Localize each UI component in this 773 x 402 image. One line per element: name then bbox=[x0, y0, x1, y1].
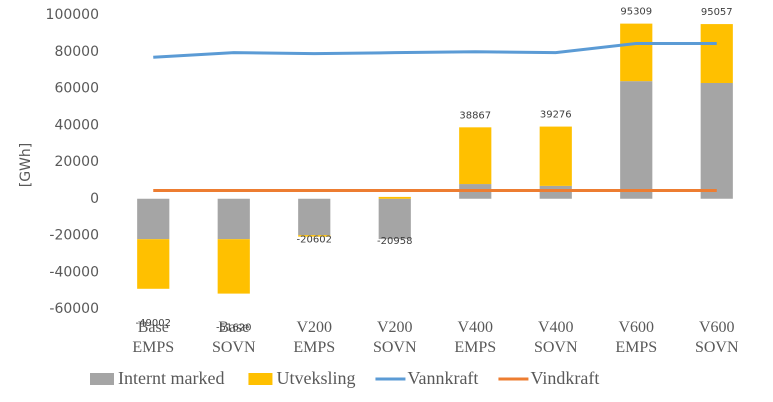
x-tick-line: SOVN bbox=[534, 339, 578, 356]
bar-segment bbox=[298, 235, 331, 237]
bar-segment bbox=[378, 198, 411, 240]
y-tick-label: 100000 bbox=[46, 7, 99, 23]
y-tick-label: 60000 bbox=[54, 81, 99, 97]
bar-segment bbox=[378, 196, 411, 199]
data-label: 38867 bbox=[459, 110, 491, 121]
x-tick-label: Base EMPS bbox=[132, 319, 174, 356]
bar-segment bbox=[700, 82, 733, 199]
x-tick-label: V200 SOVN bbox=[373, 319, 417, 356]
y-tick-label: 20000 bbox=[54, 154, 99, 170]
data-label: 39276 bbox=[540, 110, 572, 121]
x-tick-line: EMPS bbox=[132, 339, 174, 356]
legend-label: Utveksling bbox=[276, 368, 355, 388]
data-label: 95309 bbox=[620, 7, 652, 18]
x-tick-label: V600 SOVN bbox=[695, 319, 739, 356]
bar-segment bbox=[459, 127, 492, 185]
y-tick-label: 40000 bbox=[54, 117, 99, 133]
bar-segment bbox=[217, 198, 250, 240]
x-tick-label: V600 EMPS bbox=[615, 319, 657, 356]
data-label: -20602 bbox=[297, 235, 332, 246]
y-tick-label: -40000 bbox=[49, 264, 99, 280]
x-tick-line: Base bbox=[218, 319, 249, 336]
y-tick-label: 0 bbox=[90, 191, 99, 207]
x-tick-line: V200 bbox=[377, 319, 413, 336]
data-label: -49002 bbox=[136, 318, 171, 329]
x-tick-line: V400 bbox=[457, 319, 493, 336]
legend-label: Internt marked bbox=[118, 368, 224, 388]
x-tick-line: EMPS bbox=[615, 339, 657, 356]
x-tick-label: V400 EMPS bbox=[454, 319, 496, 356]
x-tick-line: SOVN bbox=[212, 339, 256, 356]
bar-segment bbox=[700, 24, 733, 83]
x-tick-label: V200 EMPS bbox=[293, 319, 335, 356]
x-tick-line: EMPS bbox=[293, 339, 335, 356]
x-tick-line: SOVN bbox=[373, 339, 417, 356]
data-label: 95057 bbox=[701, 7, 733, 18]
x-tick-line: V200 bbox=[296, 319, 332, 336]
data-label: -51620 bbox=[216, 323, 251, 334]
x-tick-line: SOVN bbox=[695, 339, 739, 356]
legend-label: Vannkraft bbox=[407, 368, 478, 388]
x-tick-label: Base SOVN bbox=[212, 319, 256, 356]
bar-segment bbox=[298, 198, 331, 236]
y-tick-label: 80000 bbox=[54, 44, 99, 60]
y-axis-label: [GWh] bbox=[18, 143, 34, 188]
legend-swatch bbox=[248, 373, 273, 385]
x-tick-line: EMPS bbox=[454, 339, 496, 356]
x-tick-line: Base bbox=[138, 319, 169, 336]
bar-segment bbox=[217, 239, 250, 294]
y-tick-label: -60000 bbox=[49, 301, 99, 317]
bar-segment bbox=[539, 126, 572, 186]
bar-segment bbox=[620, 23, 653, 82]
legend-swatch bbox=[90, 373, 114, 385]
x-tick-label: V400 SOVN bbox=[534, 319, 578, 356]
x-tick-line: V400 bbox=[538, 319, 574, 336]
bar-segment bbox=[137, 239, 170, 289]
y-tick-label: -20000 bbox=[49, 228, 99, 244]
bar-segment bbox=[620, 81, 653, 199]
line-series bbox=[153, 41, 717, 59]
x-tick-line: V600 bbox=[699, 319, 735, 336]
legend-label: Vindkraft bbox=[530, 368, 599, 388]
bar-segment bbox=[137, 198, 170, 240]
data-label: -20958 bbox=[377, 236, 412, 247]
bar-segment bbox=[539, 185, 572, 199]
x-tick-line: V600 bbox=[618, 319, 654, 336]
